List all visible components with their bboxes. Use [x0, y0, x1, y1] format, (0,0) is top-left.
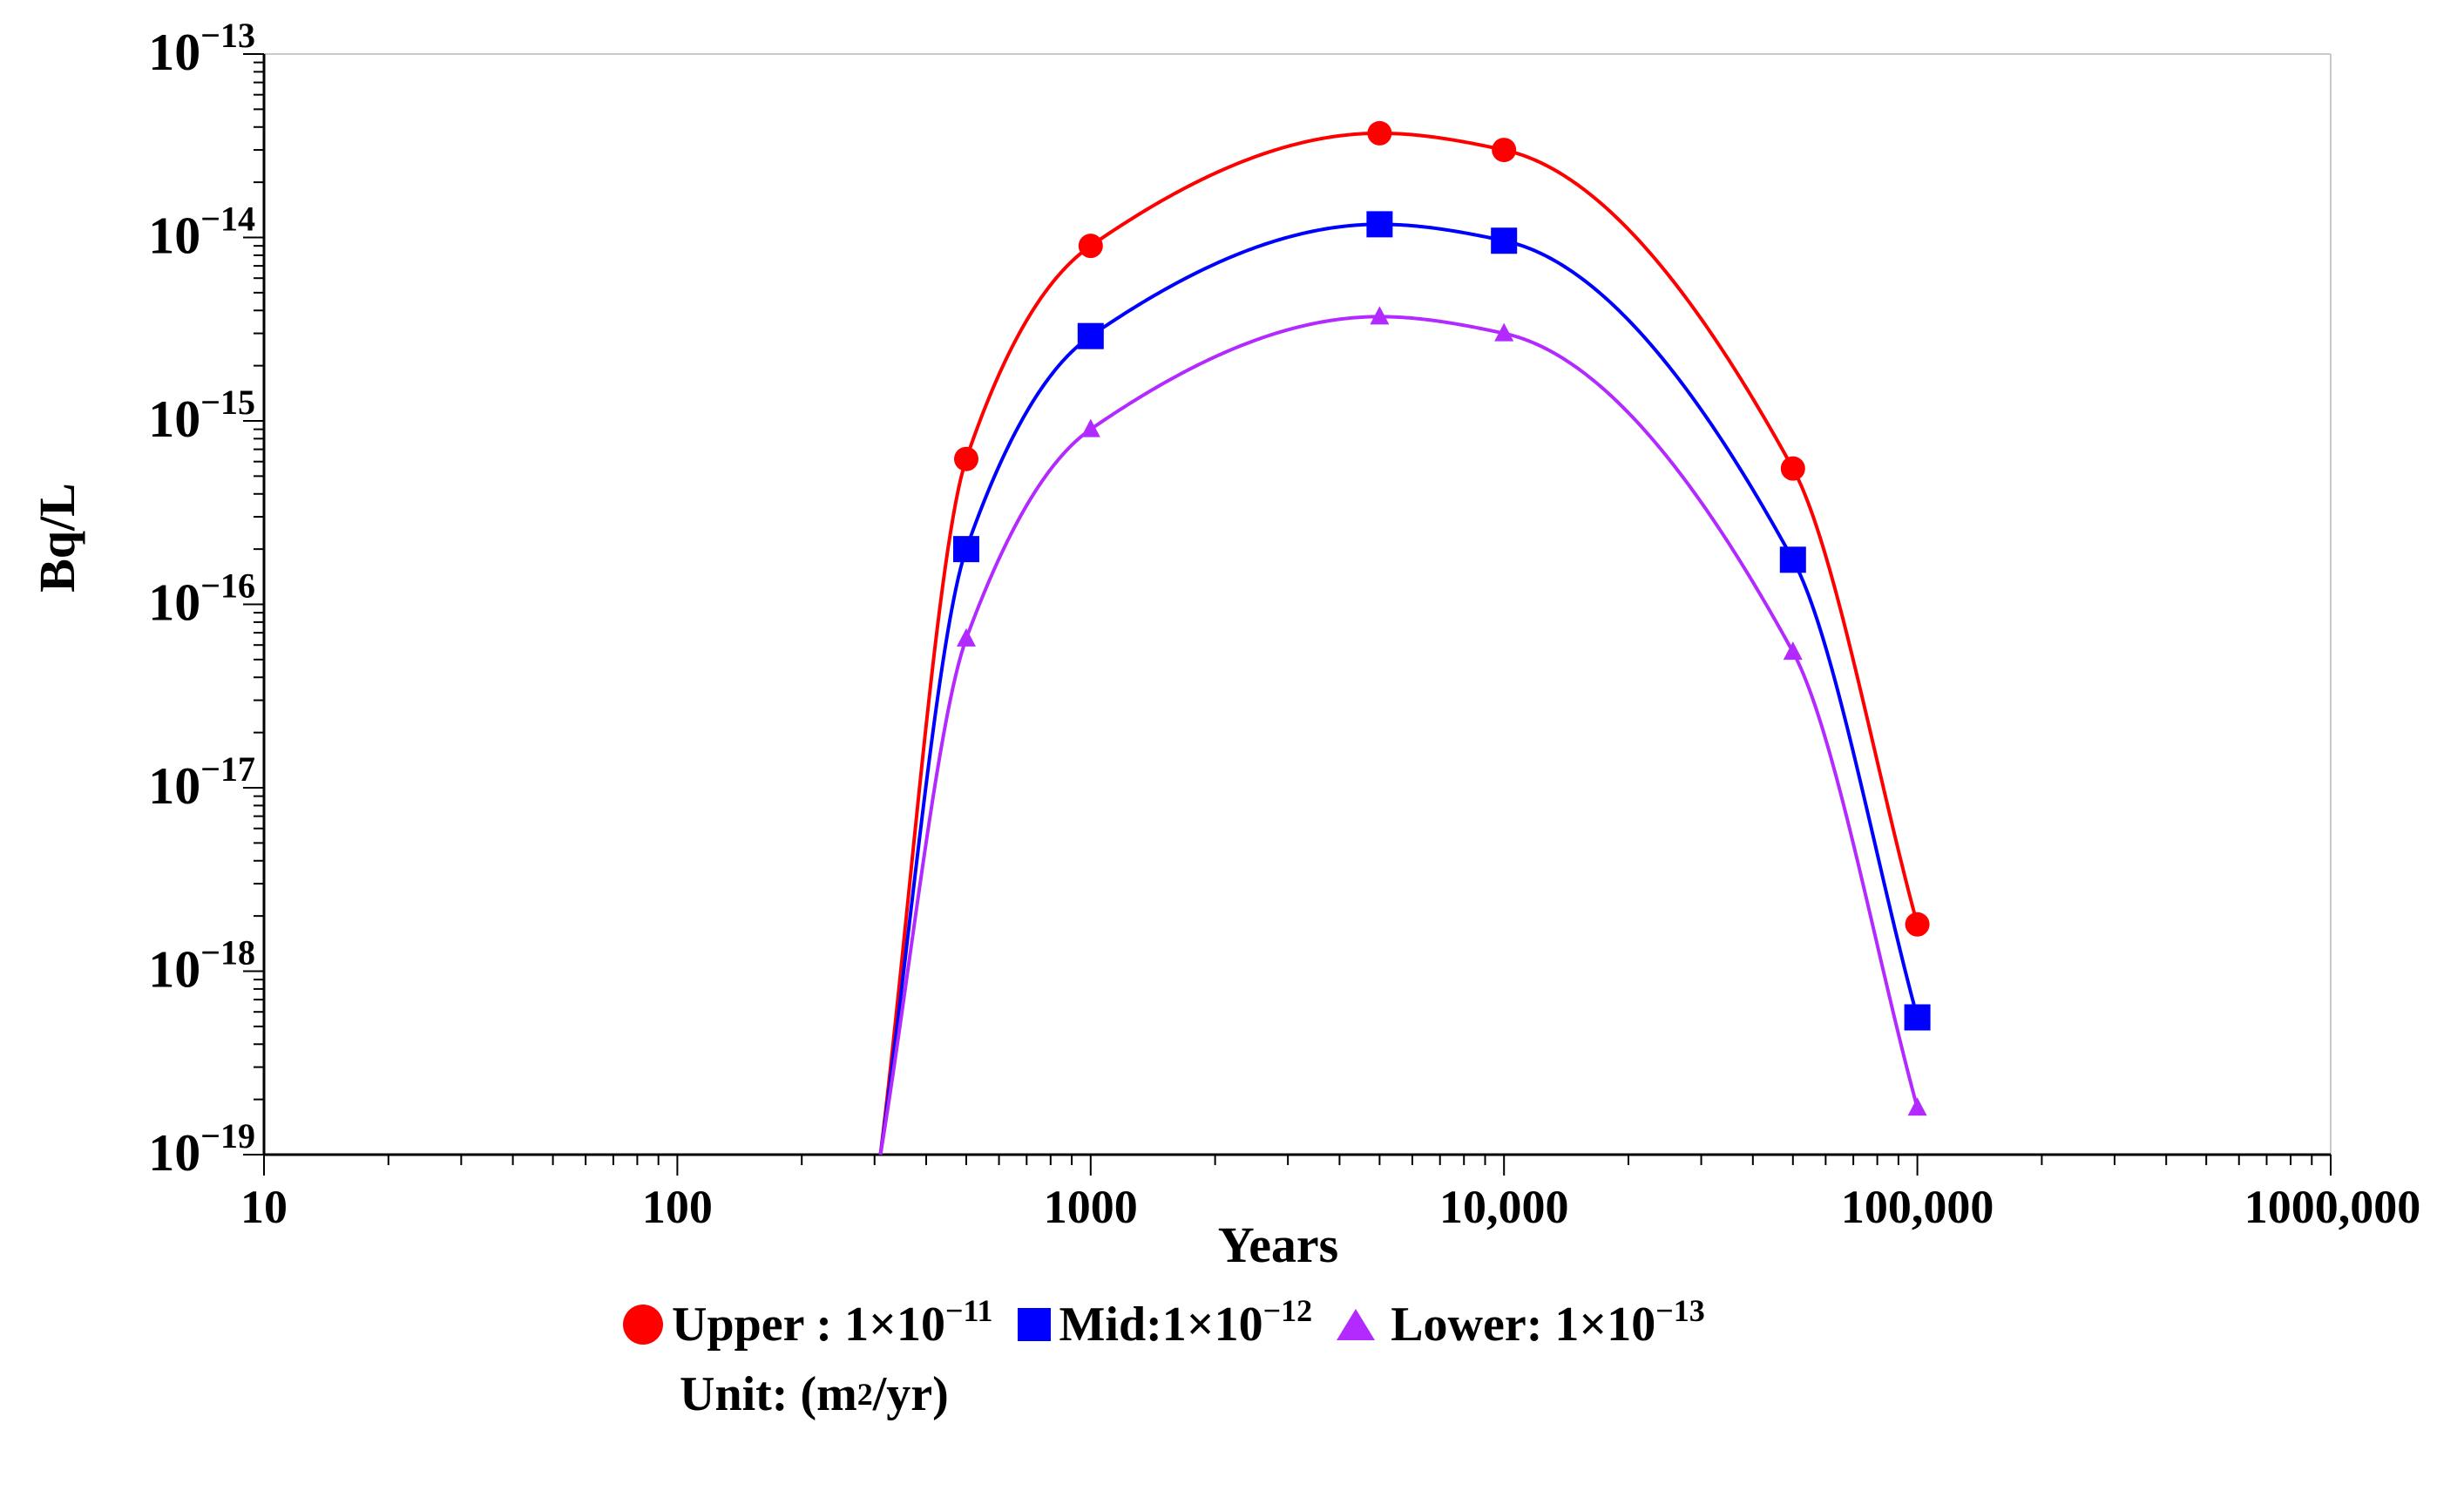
legend-value-lower: 1×10−13	[1542, 1290, 1704, 1359]
series-line-mid	[878, 222, 1919, 1156]
legend-row: Upper : 1×10−11 Mid: 1×10−12 Lower: 1×10…	[623, 1290, 1730, 1359]
legend-value-base: 1×10	[1554, 1298, 1656, 1352]
legend-item-lower: Lower: 1×10−13	[1337, 1290, 1705, 1359]
unit-prefix: Unit: (m	[680, 1367, 857, 1421]
marker-lower	[1783, 641, 1803, 661]
legend-value-exp: −12	[1262, 1293, 1313, 1328]
legend-value-exp: −11	[945, 1293, 993, 1328]
legend-value-base: 1×10	[844, 1298, 945, 1352]
marker-upper	[1367, 120, 1392, 146]
y-tick-label: 10−13	[148, 16, 255, 81]
marker-lower	[1080, 418, 1100, 437]
legend-label-upper: Upper :	[672, 1298, 833, 1352]
marker-mid	[1077, 322, 1104, 349]
marker-upper	[1078, 234, 1103, 259]
legend-value-base: 1×10	[1161, 1298, 1263, 1352]
x-tick-label: 1000,000	[2244, 1181, 2421, 1233]
legend-unit: Unit: (m 2/yr)	[623, 1359, 1730, 1429]
legend-triangle-icon	[1337, 1309, 1376, 1340]
legend-label-lower: Lower:	[1391, 1298, 1543, 1352]
y-axis-label: Bq/L	[29, 483, 85, 593]
x-tick-label: 100	[642, 1181, 713, 1233]
series-line-lower	[878, 315, 1919, 1156]
marker-lower	[956, 627, 976, 647]
legend-item-mid: Mid: 1×10−12	[1017, 1290, 1312, 1359]
marker-lower	[1370, 306, 1390, 325]
x-tick-label: 10,000	[1439, 1181, 1569, 1233]
legend-circle-icon	[623, 1305, 663, 1345]
tick-labels: 10 100 1000 10,000 100,000 1000,000 10−19 10−18…	[148, 16, 2420, 1233]
x-tick-label: 10	[240, 1181, 288, 1233]
axes	[243, 53, 2332, 1176]
marker-mid	[1904, 1004, 1931, 1031]
y-tick-label: 10−15	[148, 383, 255, 448]
legend-value-upper: 1×10−11	[832, 1290, 992, 1359]
marker-mid	[952, 536, 979, 563]
series-lines	[878, 131, 1919, 1156]
marker-mid	[1779, 546, 1806, 573]
x-tick-label: 100,000	[1841, 1181, 1994, 1233]
y-tick-label: 10−14	[148, 200, 255, 265]
legend-square-icon	[1017, 1308, 1051, 1341]
markers	[952, 120, 1931, 1116]
marker-mid	[1366, 211, 1393, 238]
x-axis-label: Years	[1218, 1217, 1339, 1273]
y-tick-label: 10−16	[148, 566, 255, 632]
y-tick-label: 10−17	[148, 749, 255, 815]
marker-upper	[953, 446, 978, 471]
marker-upper	[1492, 138, 1517, 163]
marker-upper	[1905, 912, 1930, 937]
legend: Upper : 1×10−11 Mid: 1×10−12 Lower: 1×10…	[623, 1290, 1730, 1429]
unit-suffix: /yr)	[872, 1367, 949, 1421]
marker-lower	[1494, 322, 1514, 342]
marker-lower	[1907, 1097, 1927, 1116]
marker-upper	[1780, 456, 1805, 481]
series-line-upper	[878, 131, 1919, 1156]
legend-label-mid: Mid:	[1059, 1298, 1162, 1352]
y-tick-label: 10−19	[148, 1116, 255, 1182]
y-tick-label: 10−18	[148, 933, 255, 999]
legend-value-mid: 1×10−12	[1162, 1290, 1312, 1359]
legend-value-exp: −13	[1655, 1293, 1705, 1328]
x-tick-label: 1000	[1044, 1181, 1138, 1233]
legend-item-upper: Upper : 1×10−11	[623, 1290, 993, 1359]
marker-mid	[1491, 227, 1518, 254]
